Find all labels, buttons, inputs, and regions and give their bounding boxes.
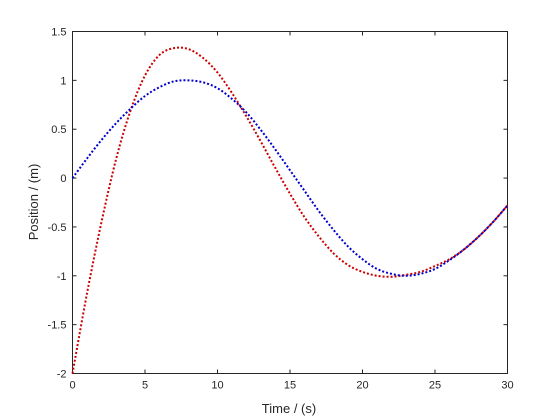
y-tick-label: 1.5 [51, 27, 66, 39]
y-tick-label: -2 [57, 369, 67, 381]
x-tick-label: 25 [429, 380, 441, 392]
y-tick-label: -1 [57, 271, 67, 283]
x-tick-label: 30 [501, 380, 513, 392]
axis-ticks: 0 5 10 15 20 25 30 -2 -1.5 -1 -0.5 0 0.5 1 1.5 [48, 27, 514, 392]
x-axis-label: Time / (s) [262, 401, 316, 416]
x-tick-label: 5 [142, 380, 148, 392]
x-tick-label: 15 [284, 380, 296, 392]
x-tick-label: 0 [69, 380, 75, 392]
y-axis-label: Position / (m) [26, 164, 41, 241]
series-layer [71, 46, 509, 374]
y-tick-label: 0.5 [51, 124, 66, 136]
series-line-2 [71, 79, 509, 277]
series-line-1 [71, 46, 509, 374]
y-tick-label: -1.5 [48, 320, 67, 332]
plot-frame [72, 31, 508, 374]
x-tick-label: 10 [211, 380, 223, 392]
y-tick-label: -0.5 [48, 222, 67, 234]
y-tick-label: 1 [60, 75, 66, 87]
x-tick-label: 20 [356, 380, 368, 392]
y-tick-label: 0 [60, 173, 66, 185]
